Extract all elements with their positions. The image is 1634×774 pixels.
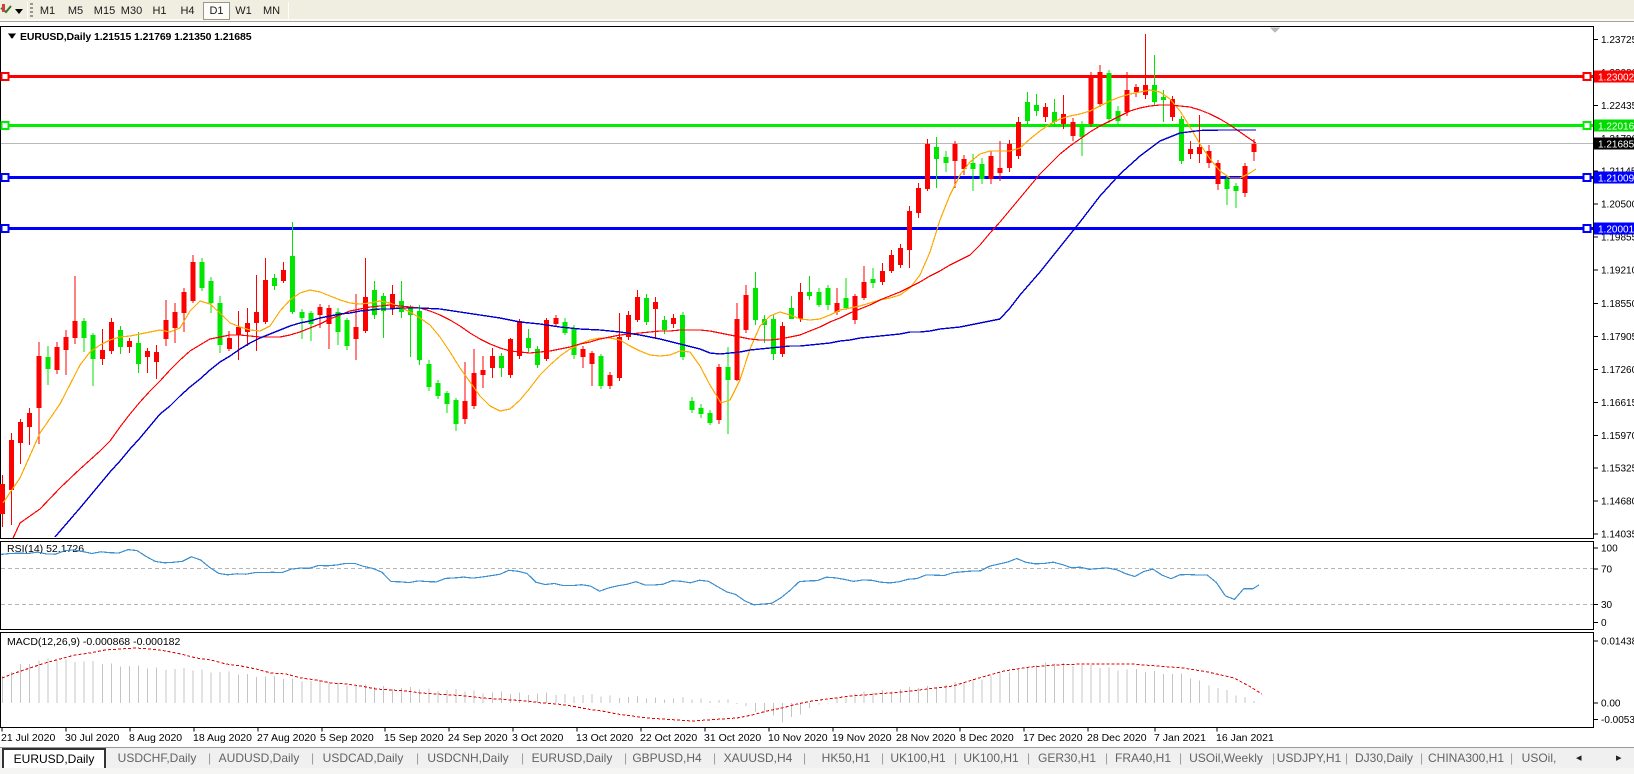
svg-text:5 Sep 2020: 5 Sep 2020 — [320, 732, 374, 744]
svg-text:7 Jan 2021: 7 Jan 2021 — [1154, 732, 1206, 744]
svg-text:MACD(12,26,9) -0.000868 -0.000: MACD(12,26,9) -0.000868 -0.000182 — [7, 636, 181, 648]
svg-text:1.14680: 1.14680 — [1601, 497, 1634, 508]
svg-text:8 Aug 2020: 8 Aug 2020 — [129, 732, 182, 744]
svg-text:100: 100 — [1601, 544, 1618, 555]
svg-text:1.14035: 1.14035 — [1601, 530, 1634, 541]
svg-text:1.20500: 1.20500 — [1601, 200, 1634, 211]
svg-text:22 Oct 2020: 22 Oct 2020 — [640, 732, 697, 744]
svg-text:27 Aug 2020: 27 Aug 2020 — [257, 732, 316, 744]
svg-text:30 Jul 2020: 30 Jul 2020 — [65, 732, 119, 744]
svg-text:70: 70 — [1601, 565, 1613, 576]
svg-text:16 Jan 2021: 16 Jan 2021 — [1216, 732, 1274, 744]
svg-text:-0.00539: -0.00539 — [1601, 715, 1634, 726]
svg-text:15 Sep 2020: 15 Sep 2020 — [384, 732, 444, 744]
svg-text:1.18550: 1.18550 — [1601, 299, 1634, 310]
svg-text:8 Dec 2020: 8 Dec 2020 — [960, 732, 1014, 744]
svg-text:RSI(14) 52.1726: RSI(14) 52.1726 — [7, 543, 84, 555]
svg-text:0.00: 0.00 — [1601, 699, 1621, 710]
svg-text:1.22016: 1.22016 — [1598, 121, 1634, 132]
svg-text:1.19855: 1.19855 — [1601, 233, 1634, 244]
svg-text:28 Nov 2020: 28 Nov 2020 — [896, 732, 956, 744]
svg-text:1.21685: 1.21685 — [1598, 139, 1634, 150]
svg-text:19 Nov 2020: 19 Nov 2020 — [832, 732, 892, 744]
svg-text:0.014384: 0.014384 — [1601, 637, 1634, 648]
svg-text:28 Dec 2020: 28 Dec 2020 — [1087, 732, 1147, 744]
svg-text:1.17260: 1.17260 — [1601, 365, 1634, 376]
svg-text:13 Oct 2020: 13 Oct 2020 — [576, 732, 633, 744]
svg-text:1.23002: 1.23002 — [1598, 72, 1634, 83]
svg-text:1.15325: 1.15325 — [1601, 464, 1634, 475]
svg-text:1.19210: 1.19210 — [1601, 266, 1634, 277]
svg-text:3 Oct 2020: 3 Oct 2020 — [512, 732, 564, 744]
svg-text:10 Nov 2020: 10 Nov 2020 — [768, 732, 828, 744]
svg-text:1.20001: 1.20001 — [1598, 224, 1634, 235]
svg-text:24 Sep 2020: 24 Sep 2020 — [448, 732, 508, 744]
svg-text:21 Jul 2020: 21 Jul 2020 — [1, 732, 55, 744]
svg-text:30: 30 — [1601, 600, 1613, 611]
svg-text:EURUSD,Daily 1.21515 1.21769: EURUSD,Daily 1.21515 1.21769 1.21350 1.2… — [20, 31, 252, 43]
svg-text:1.23725: 1.23725 — [1601, 35, 1634, 46]
svg-text:1.15970: 1.15970 — [1601, 431, 1634, 442]
svg-text:1.21009: 1.21009 — [1598, 173, 1634, 184]
svg-text:17 Dec 2020: 17 Dec 2020 — [1023, 732, 1083, 744]
svg-text:1.22435: 1.22435 — [1601, 101, 1634, 112]
svg-text:1.16615: 1.16615 — [1601, 398, 1634, 409]
svg-text:31 Oct 2020: 31 Oct 2020 — [704, 732, 761, 744]
svg-text:1.17905: 1.17905 — [1601, 332, 1634, 343]
svg-text:18 Aug 2020: 18 Aug 2020 — [193, 732, 252, 744]
svg-text:0: 0 — [1601, 618, 1607, 629]
